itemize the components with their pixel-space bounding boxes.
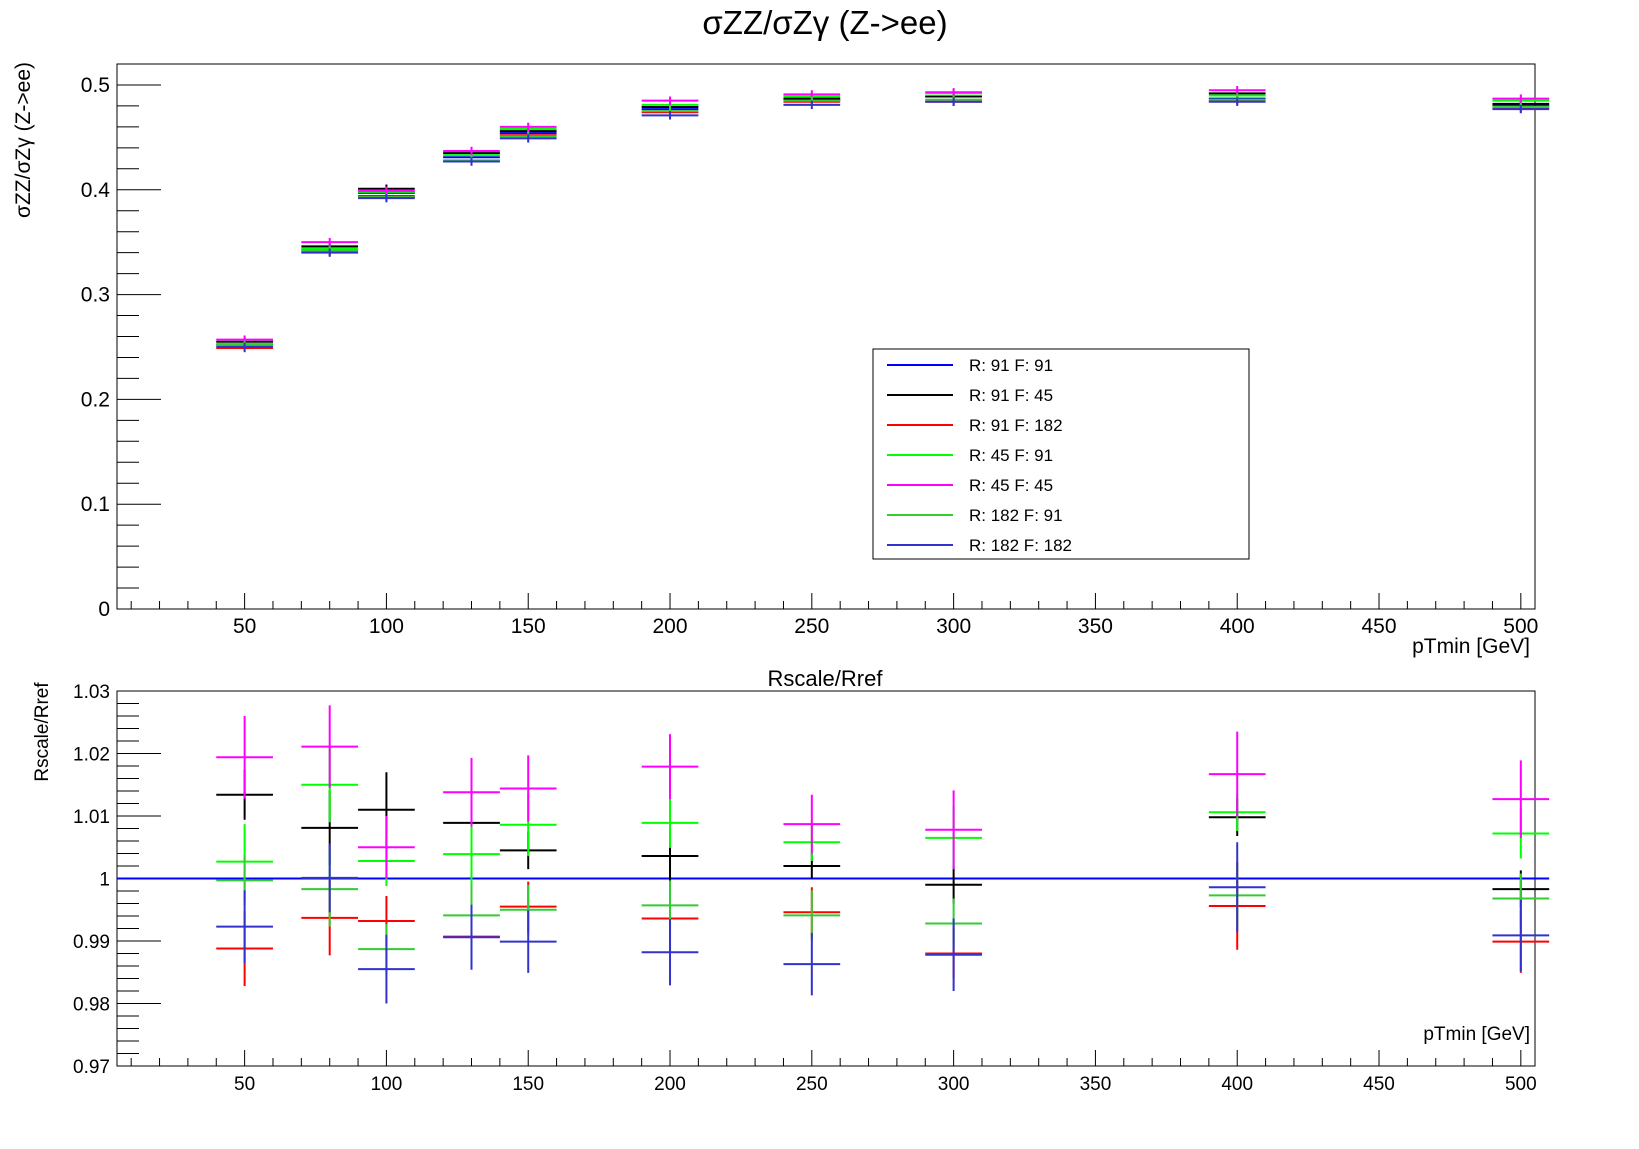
top-x-tick-label: 300 (936, 615, 971, 638)
top-title: σZZ/σZγ (Z->ee) (702, 4, 947, 41)
top-y-tick-label: 0.1 (81, 493, 110, 516)
bottom-x-tick-label: 100 (371, 1074, 403, 1095)
bottom-x-tick-label: 50 (234, 1074, 255, 1095)
top-y-tick-label: 0.2 (81, 388, 110, 411)
top-y-tick-label: 0.5 (81, 74, 110, 97)
bottom-x-tick-label: 450 (1363, 1074, 1395, 1095)
top-ylabel: σZZ/σZγ (Z->ee) (12, 62, 35, 218)
bottom-y-tick-label: 1.01 (73, 807, 110, 828)
bottom-y-tick-label: 1.03 (73, 682, 110, 703)
top-x-tick-label: 250 (794, 615, 829, 638)
bottom-x-tick-label: 350 (1080, 1074, 1112, 1095)
bottom-title: Rscale/Rref (768, 666, 884, 691)
top-x-tick-label: 200 (652, 615, 687, 638)
bottom-y-tick-label: 0.98 (73, 995, 110, 1016)
bottom-y-tick-label: 0.99 (73, 932, 110, 953)
bottom-x-tick-label: 400 (1221, 1074, 1253, 1095)
top-y-tick-label: 0 (98, 598, 110, 621)
legend-label: R: 45 F: 91 (969, 446, 1053, 465)
top-x-tick-label: 450 (1361, 615, 1396, 638)
bottom-x-tick-label: 500 (1505, 1074, 1537, 1095)
top-x-tick-label: 50 (233, 615, 256, 638)
legend-label: R: 182 F: 182 (969, 536, 1072, 555)
bottom-xlabel: pTmin [GeV] (1423, 1024, 1530, 1045)
top-y-tick-label: 0.4 (81, 179, 111, 202)
legend-label: R: 91 F: 182 (969, 416, 1063, 435)
legend-label: R: 91 F: 45 (969, 386, 1053, 405)
bottom-y-tick-label: 1.02 (73, 745, 110, 766)
top-x-tick-label: 100 (369, 615, 404, 638)
legend-label: R: 182 F: 91 (969, 506, 1063, 525)
bottom-y-tick-label: 0.97 (73, 1057, 110, 1078)
bottom-x-tick-label: 200 (654, 1074, 686, 1095)
bottom-x-tick-label: 150 (512, 1074, 544, 1095)
bottom-x-tick-label: 250 (796, 1074, 828, 1095)
bottom-plot: 50 100 150 200 250 300 350 400 450 500 0.97 0.98 0.9… (73, 682, 1550, 1095)
bottom-y-tick-label: 1 (99, 870, 110, 891)
top-plot: 50 100 150 200 250 300 350 400 450 500 0 0.1 0.2 0.3 0… (81, 63, 1550, 638)
top-x-tick-label: 500 (1503, 615, 1538, 638)
top-x-tick-label: 400 (1220, 615, 1255, 638)
legend-label: R: 45 F: 45 (969, 476, 1053, 495)
bottom-x-tick-label: 300 (938, 1074, 970, 1095)
top-x-tick-label: 350 (1078, 615, 1113, 638)
top-y-tick-label: 0.3 (81, 284, 110, 307)
legend: R: 91 F: 91 R: 91 F: 45 R: 91 F: 182 R: 45 … (872, 348, 1250, 560)
top-xlabel: pTmin [GeV] (1412, 635, 1530, 658)
bottom-ylabel: Rscale/Rref (32, 682, 53, 782)
top-x-tick-label: 150 (511, 615, 546, 638)
legend-label: R: 91 F: 91 (969, 356, 1053, 375)
